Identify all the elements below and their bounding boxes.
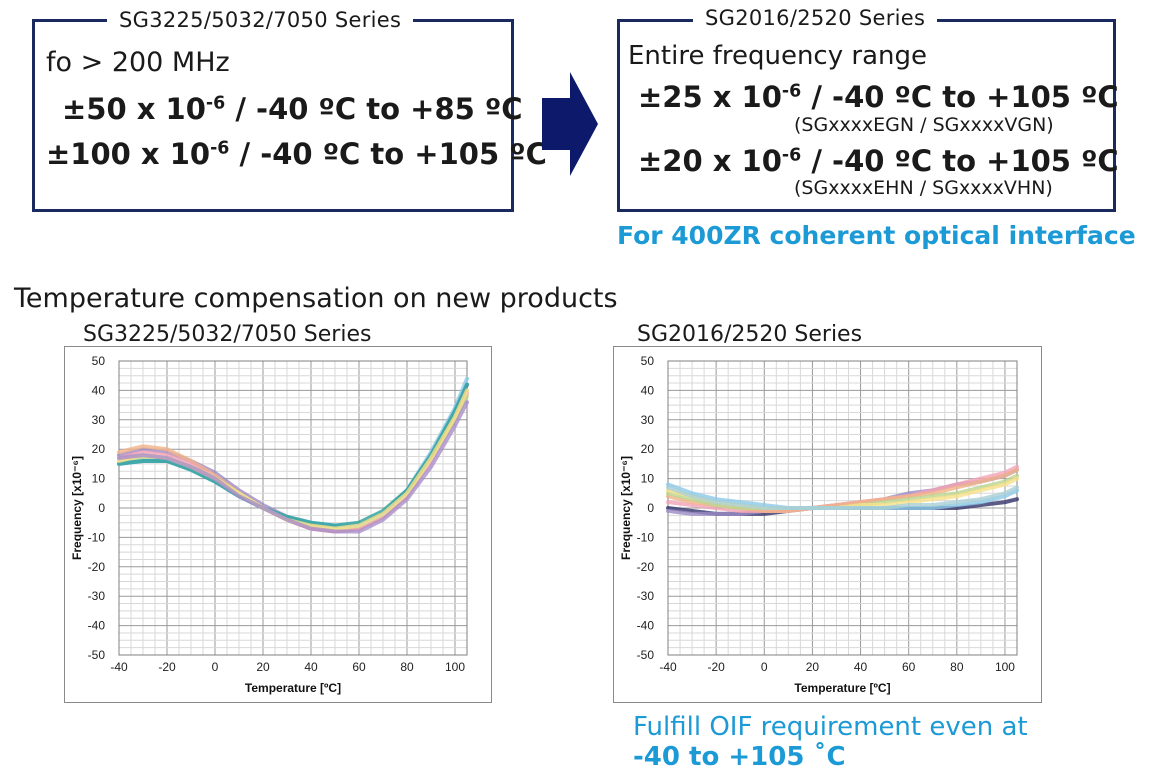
left-box-spec-2: ±100 x 10-6 / -40 ºC to +105 ºC: [46, 137, 547, 171]
chart-2-frame: -40 -20 0 20 40 60 80 100 50 40 30 20 10 0 -10 -20 -30 -4…: [613, 346, 1042, 703]
y-tick-label: 20: [641, 442, 655, 456]
x-tick-label: -20: [158, 660, 176, 674]
note-oif-line-2: -40 to +105 ˚C: [633, 742, 846, 772]
y-tick-label: 10: [92, 472, 106, 486]
right-box-legend: SG2016/2520 Series: [693, 6, 938, 30]
right-box-spec-2-models: (SGxxxxEHN / SGxxxxVHN): [794, 177, 1053, 199]
x-axis-label: Temperature [ºC]: [245, 681, 341, 695]
x-tick-label: 40: [854, 660, 868, 674]
y-axis-label: Frequency [x10⁻⁶]: [619, 456, 633, 560]
right-box-range: Entire frequency range: [628, 41, 927, 71]
left-box-frequency-condition: fo > 200 MHz: [46, 47, 230, 78]
y-tick-label: 20: [92, 442, 106, 456]
left-box-legend: SG3225/5032/7050 Series: [107, 8, 414, 32]
x-tick-label: -20: [707, 660, 725, 674]
x-tick-label: 60: [352, 660, 366, 674]
grid: [118, 360, 468, 656]
chart-1-frame: -40 -20 0 20 40 60 80 100 50 40 30 20 10 0 -10 -20 -30 -4…: [64, 346, 492, 703]
y-tick-label: 0: [98, 501, 105, 515]
chart-2-title: SG2016/2520 Series: [637, 322, 863, 347]
y-tick-label: -30: [637, 589, 655, 603]
series-line-8: [666, 485, 1019, 510]
x-tick-label: 20: [256, 660, 270, 674]
x-tick-label: 100: [445, 660, 465, 674]
x-tick-label: 100: [995, 660, 1015, 674]
section-title: Temperature compensation on new products: [14, 283, 618, 314]
y-tick-label: -30: [88, 589, 106, 603]
note-400zr: For 400ZR coherent optical interface: [617, 221, 1136, 250]
right-box-spec-1-models: (SGxxxxEGN / SGxxxxVGN): [794, 114, 1054, 136]
grid: [667, 360, 1018, 656]
right-box-spec-1: ±25 x 10-6 / -40 ºC to +105 ºC: [638, 80, 1119, 114]
x-tick-label: -40: [659, 660, 677, 674]
chart-1-title: SG3225/5032/7050 Series: [83, 322, 372, 347]
y-tick-label: -20: [88, 560, 106, 574]
x-tick-label: 40: [304, 660, 318, 674]
x-tick-label: 60: [902, 660, 916, 674]
y-tick-label: -10: [637, 530, 655, 544]
left-box-spec-1: ±50 x 10-6 / -40 ºC to +85 ºC: [62, 92, 523, 126]
y-tick-label: -50: [637, 648, 655, 662]
x-tick-label: 20: [806, 660, 820, 674]
x-tick-label: 80: [950, 660, 964, 674]
y-tick-label: -10: [88, 530, 106, 544]
y-tick-label: 40: [641, 383, 655, 397]
plot-area: [118, 360, 468, 656]
y-tick-label: -20: [637, 560, 655, 574]
y-tick-label: 30: [641, 413, 655, 427]
y-axis-label: Frequency [x10⁻⁶]: [70, 456, 84, 560]
y-tick-label: -50: [88, 648, 106, 662]
note-oif-line-1: Fulfill OIF requirement even at: [633, 712, 1028, 742]
x-axis-label: Temperature [ºC]: [794, 681, 890, 695]
right-box-spec-2: ±20 x 10-6 / -40 ºC to +105 ºC: [638, 144, 1119, 178]
y-tick-label: 0: [647, 501, 654, 515]
x-tick-label: 0: [212, 660, 219, 674]
y-tick-label: 50: [92, 354, 106, 368]
y-tick-label: 30: [92, 413, 106, 427]
x-tick-label: -40: [110, 660, 128, 674]
chart-2-plot: -40 -20 0 20 40 60 80 10050403020100-10-20-30-4…: [619, 354, 1019, 695]
chart-1-plot: -40 -20 0 20 40 60 80 10050403020100-10-20-30-4…: [70, 354, 469, 695]
x-tick-label: 80: [400, 660, 414, 674]
right-arrow-icon: [542, 72, 598, 176]
x-tick-label: 0: [761, 660, 768, 674]
y-tick-label: 40: [92, 383, 106, 397]
y-tick-label: -40: [637, 619, 655, 633]
y-tick-label: 50: [641, 354, 655, 368]
series-line-8: [117, 400, 469, 534]
y-tick-label: 10: [641, 472, 655, 486]
y-tick-label: -40: [88, 619, 106, 633]
